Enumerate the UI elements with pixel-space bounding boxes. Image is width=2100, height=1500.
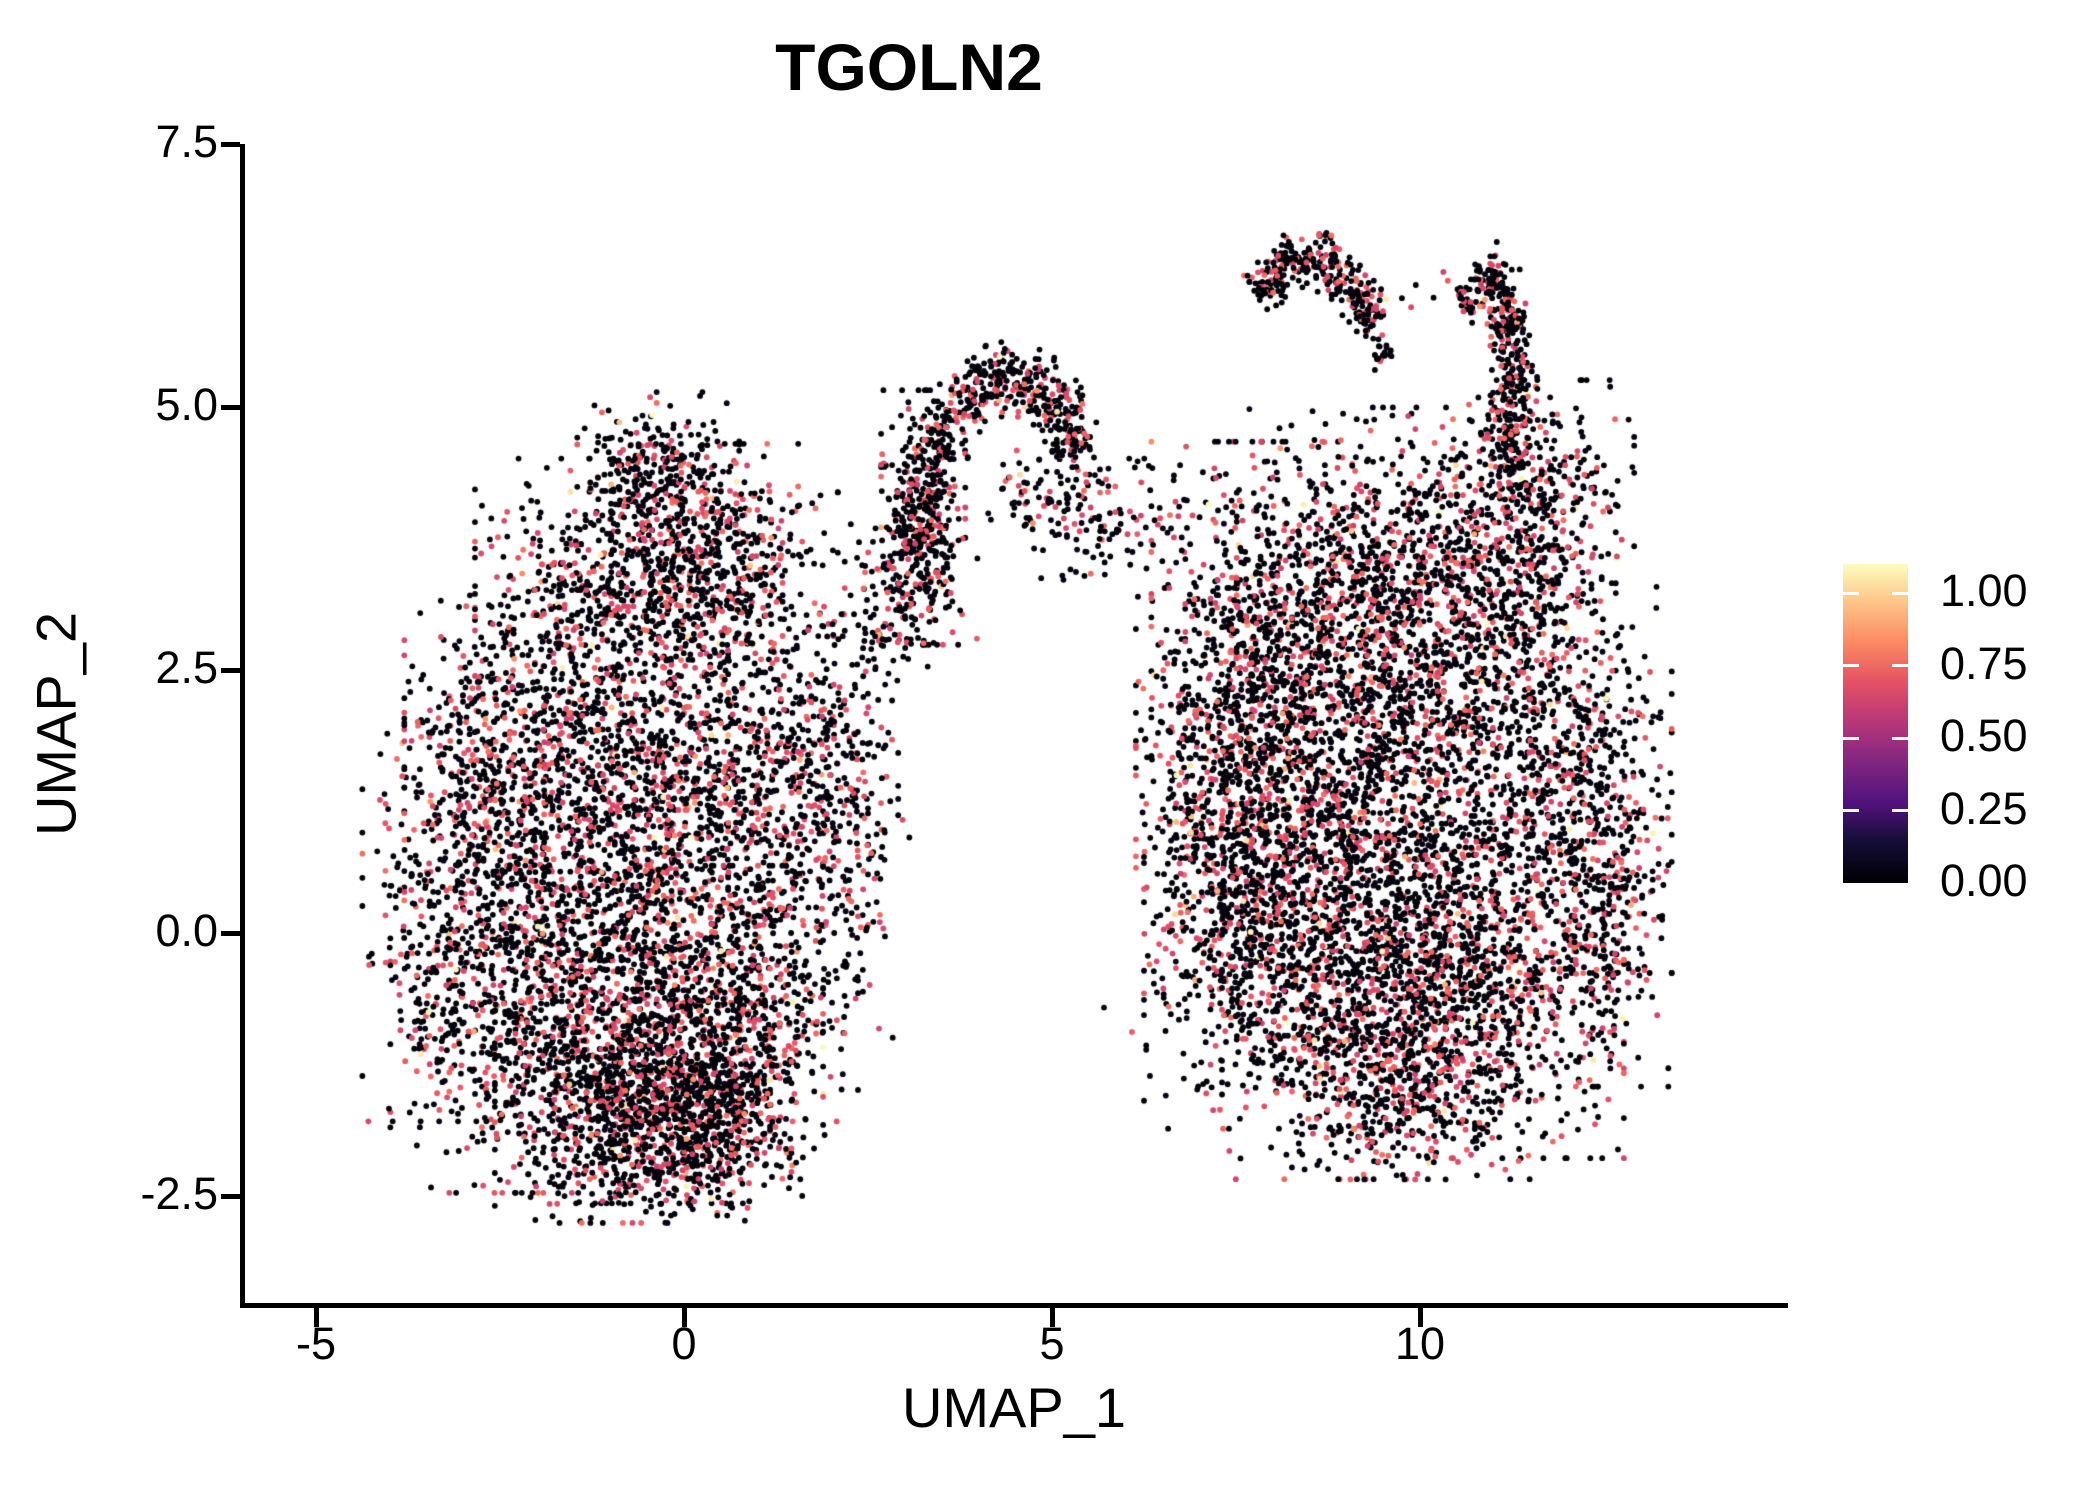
colorbar-tick — [1892, 736, 1908, 740]
page-title: TGOLN2 — [775, 30, 1043, 104]
colorbar-tick — [1892, 664, 1908, 667]
y-axis-tick — [221, 142, 240, 147]
colorbar-tick-label: 0.25 — [1940, 782, 2028, 834]
y-axis-tick — [221, 1194, 240, 1199]
colorbar-tick — [1843, 736, 1859, 740]
x-axis-tick-label: 0 — [671, 1318, 697, 1369]
y-axis-tick-label: 7.5 — [155, 116, 218, 167]
x-axis-title: UMAP_1 — [901, 1376, 1127, 1439]
colorbar-tick-label: 0.00 — [1940, 855, 2028, 906]
y-axis-tick — [221, 405, 240, 410]
colorbar-tick — [1843, 664, 1859, 667]
expression-colorbar — [1843, 564, 1908, 883]
x-axis-tick — [1050, 1308, 1055, 1327]
y-axis-tick — [221, 668, 240, 673]
y-axis-tick-label: 0.0 — [155, 905, 218, 956]
y-axis-tick-label: 2.5 — [155, 642, 218, 693]
y-axis-line — [240, 144, 245, 1308]
x-axis-tick — [682, 1308, 687, 1327]
x-axis-tick — [314, 1308, 319, 1327]
y-axis-tick-label: 5.0 — [155, 379, 218, 430]
x-axis-tick-label: 10 — [1394, 1318, 1446, 1369]
colorbar-tick — [1892, 591, 1908, 595]
colorbar-tick — [1843, 809, 1859, 812]
x-axis-line — [240, 1303, 1788, 1308]
colorbar-tick-label: 1.00 — [1940, 565, 2028, 616]
colorbar-tick-label: 0.50 — [1940, 710, 2028, 761]
colorbar-tick — [1892, 809, 1908, 812]
x-axis-tick-label: -5 — [295, 1318, 337, 1369]
x-axis-tick-label: 5 — [1039, 1318, 1065, 1369]
colorbar-tick — [1843, 591, 1859, 595]
y-axis-tick — [221, 931, 240, 936]
y-axis-tick-label: -2.5 — [140, 1168, 218, 1219]
colorbar-tick-label: 0.75 — [1940, 637, 2028, 689]
x-axis-tick — [1418, 1308, 1423, 1327]
